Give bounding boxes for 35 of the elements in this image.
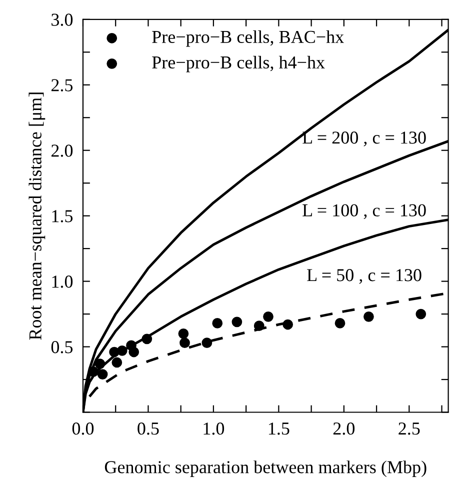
point	[282, 319, 294, 330]
point	[334, 318, 346, 328]
y-axis-title: Root mean−squared distance [μm]	[28, 92, 46, 340]
point	[94, 358, 106, 369]
point	[180, 338, 190, 348]
y-tick-label: 2.0	[51, 144, 73, 157]
y-tick-label: 1.0	[52, 276, 73, 288]
x-tick-label: 2.5	[398, 422, 420, 435]
point	[142, 334, 152, 344]
y-tick-label: 0.5	[51, 341, 73, 354]
point	[364, 311, 374, 322]
x-tick-label: 1.0	[204, 422, 224, 435]
legend-label: Pre−pro−B cells, h4−hx	[152, 56, 325, 72]
point	[212, 318, 223, 328]
y-tick-label: 1.5	[52, 210, 73, 222]
point	[263, 311, 274, 322]
point	[97, 369, 108, 380]
x-tick-label: 1.5	[268, 422, 290, 435]
point	[128, 346, 140, 358]
legend-label: Pre−pro−B cells, BAC−hx	[152, 30, 344, 47]
x-tick-label: 0.0	[72, 422, 94, 435]
x-axis-title: Genomic separation between markers (Mbp)	[104, 460, 426, 477]
point	[254, 320, 264, 332]
point	[416, 308, 426, 320]
point	[116, 346, 128, 356]
x-tick-label: 2.0	[333, 422, 355, 435]
y-tick-label: 3.0	[52, 14, 73, 26]
point	[178, 328, 189, 339]
y-tick-label: 2.5	[51, 79, 73, 92]
point	[232, 316, 242, 328]
point	[202, 338, 212, 348]
annotation: L = 50 , c = 130	[307, 269, 422, 284]
x-tick-label: 0.5	[138, 422, 159, 435]
annotation: L = 100 , c = 130	[302, 204, 426, 220]
point	[112, 357, 122, 368]
